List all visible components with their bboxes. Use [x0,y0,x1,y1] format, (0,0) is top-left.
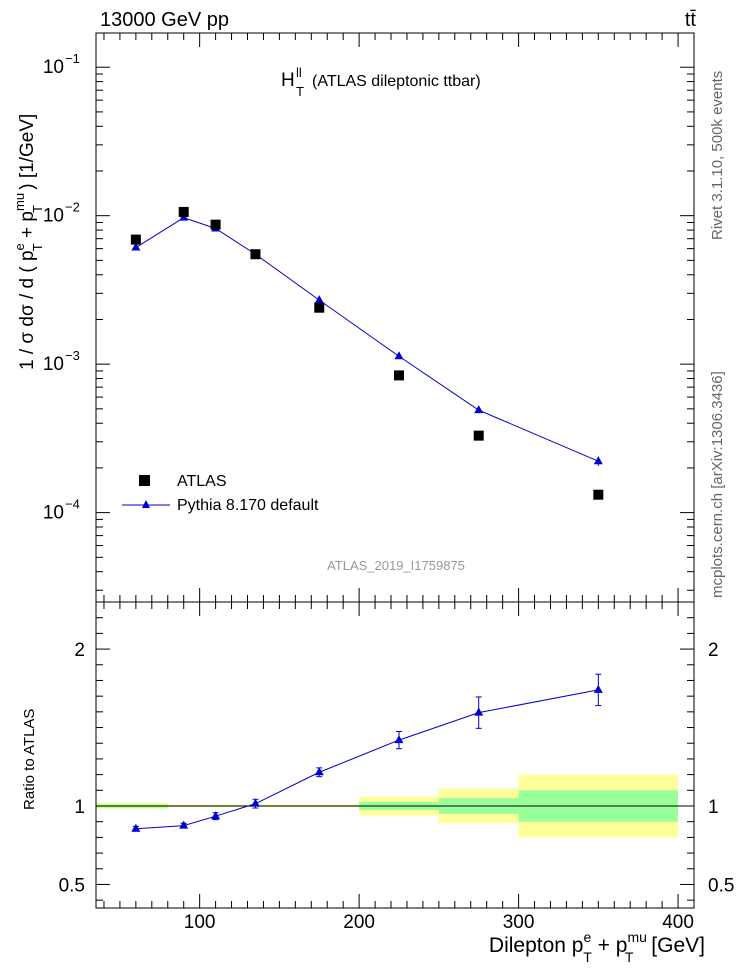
ratio-point [593,684,603,693]
legend-atlas-marker [139,475,150,486]
ratio-y-tick-label-right: 1 [708,797,719,818]
ratio-point [131,823,141,832]
plot-title-sup: ll [296,65,302,80]
plot-title-main: H [281,70,295,91]
main-series [130,206,604,500]
y-tick-label-exponent: −4 [65,497,80,512]
pythia-point [394,351,404,360]
atlas-point [210,219,221,230]
x-axis-title: Dilepton pe T + pmu T [GeV] [489,929,705,965]
y-tick-label: 10 [43,354,64,375]
y-tick-label: 10 [43,57,64,78]
plot-title: H ll T (ATLAS dileptonic ttbar) [281,65,481,99]
ratio-axes: 100 200 300 400 0.5 0.5 1 1 2 2 [59,602,734,933]
main-y-axis-title: 1 / σ dσ / d ( pe T + pmu T ) [1/GeV] [12,114,45,370]
atlas-point [593,489,604,500]
ratio-point [314,767,324,776]
ratio-bands [96,774,694,838]
pythia-line [135,217,599,462]
ratio-panel: Ratio to ATLAS Dilepton pe T + pmu T [GeV]… [21,601,734,965]
y-tick-label: 10 [43,206,64,227]
y-tick-label-exponent: −3 [65,348,80,363]
atlas-point [393,370,404,381]
ratio-y-tick-label: 1 [74,797,85,818]
main-panel-frame [95,32,695,603]
y-tick-label: 10 [43,503,64,524]
ratio-y-tick-label-right: 0.5 [708,875,734,896]
pythia-point [314,295,324,304]
x-tick-label: 200 [343,912,375,933]
pythia-point [131,242,141,251]
analysis-id: ATLAS_2019_I1759875 [327,558,465,573]
ratio-y-axis-title: Ratio to ATLAS [21,709,38,810]
ratio-y-tick-label: 0.5 [59,875,85,896]
x-tick-label: 400 [662,912,694,933]
legend: ATLAS Pythia 8.170 default [122,473,319,514]
ratio-point [211,811,221,820]
main-axes: 10−110−210−310−4 [43,33,694,602]
main-panel: H ll T (ATLAS dileptonic ttbar) ATLAS_20… [12,32,695,603]
atlas-point [130,234,141,245]
legend-pythia-label: Pythia 8.170 default [177,497,319,514]
ratio-point [394,735,404,744]
ratio-point [250,798,260,807]
plot-title-rest: (ATLAS dileptonic ttbar) [312,73,481,90]
energy-label: 13000 GeV pp [100,9,229,31]
pythia-point [474,405,484,414]
atlas-point [178,206,189,217]
legend-pythia-marker [142,500,150,508]
atlas-point [473,430,484,441]
ratio-panel-frame [95,601,695,909]
mcplots-label: mcplots.cern.ch [arXiv:1306.3436] [709,371,726,598]
ratio-series [131,673,603,832]
pythia-point [593,456,603,465]
ratio-point [179,820,189,829]
legend-atlas-label: ATLAS [177,473,227,490]
ratio-point [474,707,484,716]
process-label: tt̄ [685,9,697,31]
ratio-line [135,689,599,830]
x-tick-label: 100 [184,912,216,933]
atlas-point [314,302,325,313]
y-tick-label-exponent: −2 [65,200,80,215]
ratio-y-tick-label: 2 [74,640,85,661]
x-tick-label: 300 [503,912,535,933]
ratio-y-tick-label-right: 2 [708,640,719,661]
rivet-label: Rivet 3.1.10, 500k events [709,71,726,240]
atlas-point [250,249,261,260]
plot-title-sub: T [296,84,304,99]
y-tick-label-exponent: −1 [65,51,80,66]
